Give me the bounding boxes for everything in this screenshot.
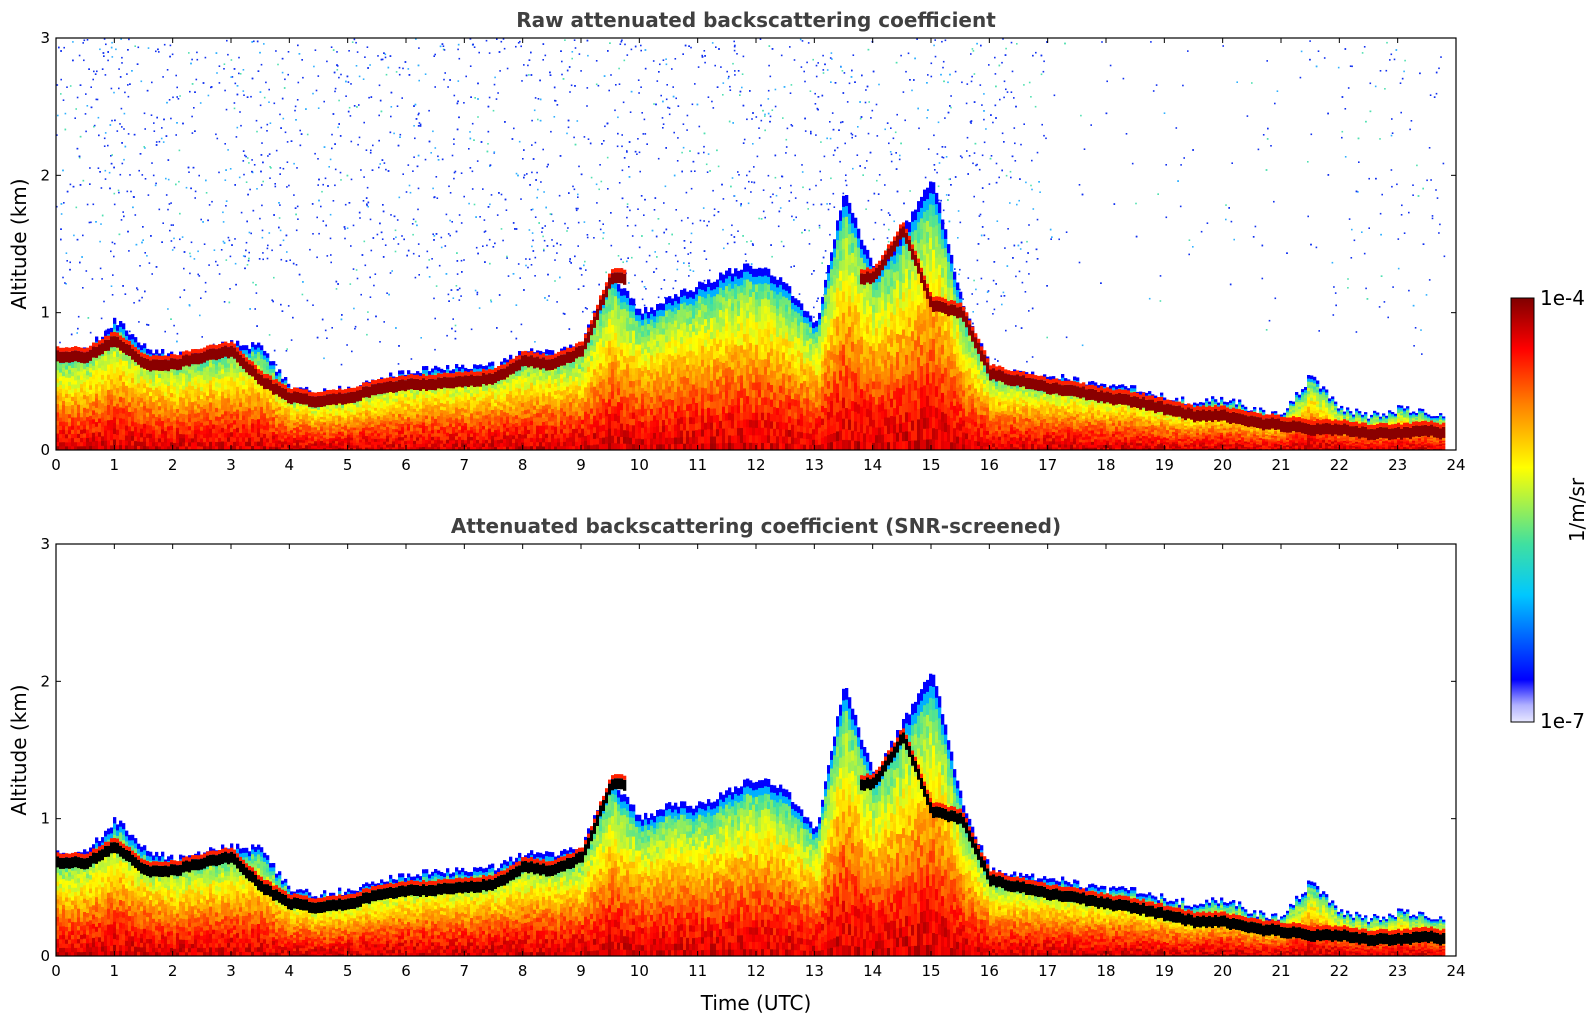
x-tick-label: 20 <box>1213 456 1232 474</box>
chart-title: Raw attenuated backscattering coefficien… <box>516 8 996 32</box>
x-tick-label: 22 <box>1330 456 1349 474</box>
y-tick-label: 3 <box>40 29 50 47</box>
x-tick-label: 1 <box>110 456 120 474</box>
noise-speckle <box>56 38 1446 369</box>
y-tick-label: 2 <box>40 672 50 690</box>
x-tick-label: 23 <box>1388 962 1407 980</box>
y-tick-label: 0 <box>40 441 50 459</box>
x-tick-label: 11 <box>688 962 707 980</box>
x-tick-label: 5 <box>343 962 353 980</box>
x-tick-label: 5 <box>343 456 353 474</box>
x-tick-label: 8 <box>518 962 528 980</box>
x-tick-label: 13 <box>805 456 824 474</box>
x-tick-label: 1 <box>110 962 120 980</box>
x-tick-label: 10 <box>630 962 649 980</box>
x-tick-label: 4 <box>285 962 295 980</box>
x-tick-label: 14 <box>863 962 882 980</box>
x-tick-label: 6 <box>401 962 411 980</box>
x-tick-label: 7 <box>460 456 470 474</box>
y-axis-label: Altitude (km) <box>7 684 31 815</box>
x-tick-label: 3 <box>226 456 236 474</box>
colorbar-max-label: 1e-4 <box>1540 286 1585 310</box>
x-tick-label: 24 <box>1446 456 1465 474</box>
y-tick-label: 2 <box>40 166 50 184</box>
x-tick-label: 11 <box>688 456 707 474</box>
x-tick-label: 16 <box>980 456 999 474</box>
y-axis-ticks: 0 1 2 3 <box>40 535 1456 965</box>
x-tick-label: 15 <box>921 962 940 980</box>
x-tick-label: 21 <box>1271 456 1290 474</box>
x-tick-label: 0 <box>51 456 61 474</box>
x-axis-label: Time (UTC) <box>700 991 812 1015</box>
x-tick-label: 14 <box>863 456 882 474</box>
x-tick-label: 8 <box>518 456 528 474</box>
x-tick-label: 22 <box>1330 962 1349 980</box>
x-tick-label: 9 <box>576 456 586 474</box>
x-tick-label: 7 <box>460 962 470 980</box>
x-tick-label: 23 <box>1388 456 1407 474</box>
y-tick-label: 1 <box>40 304 50 322</box>
x-tick-label: 17 <box>1038 456 1057 474</box>
x-tick-label: 24 <box>1446 962 1465 980</box>
x-tick-label: 19 <box>1155 962 1174 980</box>
x-tick-label: 10 <box>630 456 649 474</box>
panel-raw: Raw attenuated backscattering coefficien… <box>7 8 1466 474</box>
x-tick-label: 0 <box>51 962 61 980</box>
y-tick-label: 0 <box>40 947 50 965</box>
x-tick-label: 9 <box>576 962 586 980</box>
colorbar-min-label: 1e-7 <box>1540 709 1585 733</box>
colorbar: 1e-4 1e-7 1/m/sr <box>1510 286 1589 733</box>
x-tick-label: 18 <box>1096 962 1115 980</box>
x-tick-label: 4 <box>285 456 295 474</box>
x-tick-label: 6 <box>401 456 411 474</box>
x-tick-label: 21 <box>1271 962 1290 980</box>
profile-columns <box>56 673 1446 956</box>
x-axis-ticks: 0 1 2 3 4 5 6 7 8 9 10 11 12 13 14 15 16 17 18 19 20 21 22 23 24 <box>51 38 1466 474</box>
heatmap-area <box>56 38 1456 450</box>
x-tick-label: 17 <box>1038 962 1057 980</box>
chart-title: Attenuated backscattering coefficient (S… <box>451 514 1061 538</box>
y-tick-label: 3 <box>40 535 50 553</box>
colorbar-gradient <box>1510 297 1535 723</box>
x-tick-label: 18 <box>1096 456 1115 474</box>
y-axis-label: Altitude (km) <box>7 178 31 309</box>
x-tick-label: 13 <box>805 962 824 980</box>
x-tick-label: 16 <box>980 962 999 980</box>
x-tick-label: 19 <box>1155 456 1174 474</box>
x-tick-label: 12 <box>746 962 765 980</box>
y-axis-ticks: 0 1 2 3 <box>40 29 1456 459</box>
x-tick-label: 15 <box>921 456 940 474</box>
heatmap-area <box>56 544 1456 956</box>
colorbar-unit-label: 1/m/sr <box>1565 477 1589 542</box>
x-tick-label: 2 <box>168 962 178 980</box>
x-tick-label: 3 <box>226 962 236 980</box>
y-tick-label: 1 <box>40 810 50 828</box>
x-tick-label: 20 <box>1213 962 1232 980</box>
panel-screened: Attenuated backscattering coefficient (S… <box>7 514 1466 1015</box>
x-tick-label: 2 <box>168 456 178 474</box>
x-tick-label: 12 <box>746 456 765 474</box>
profile-columns <box>56 181 1446 450</box>
x-axis-ticks: 0 1 2 3 4 5 6 7 8 9 10 11 12 13 14 15 16 17 18 19 20 21 22 23 24 <box>51 544 1466 980</box>
